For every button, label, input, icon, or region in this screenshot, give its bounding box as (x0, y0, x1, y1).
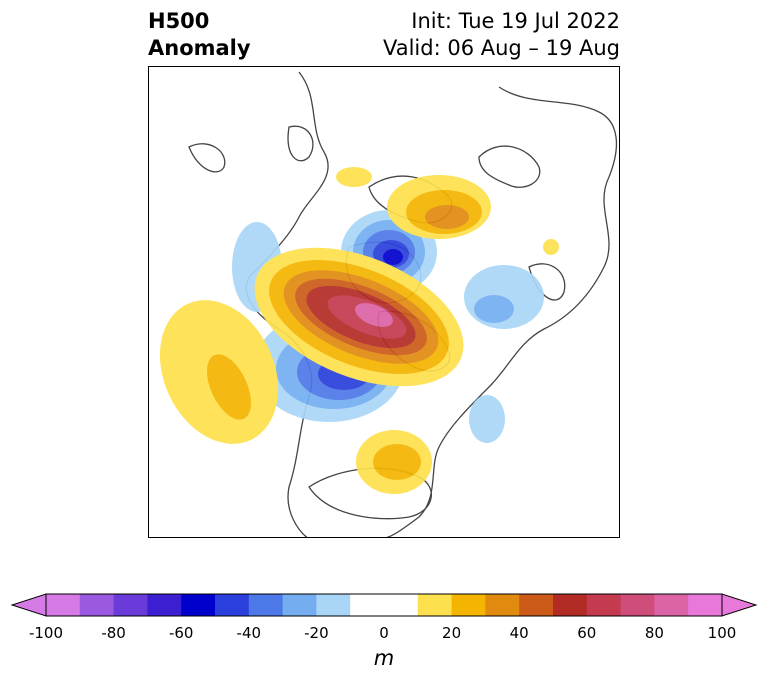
colorbar-outline (45, 593, 723, 617)
colorbar-bin (688, 594, 723, 616)
colorbar-bin (485, 594, 520, 616)
colorbar-tick-label: 60 (577, 624, 597, 642)
positive-anomaly (373, 444, 421, 480)
positive-anomaly (206, 354, 252, 420)
positive-anomaly (336, 167, 372, 187)
colorbar-tick-label: -40 (236, 624, 262, 642)
colorbar-bin (46, 594, 81, 616)
anomaly-map (159, 71, 618, 537)
title-anomaly: Anomaly (148, 36, 251, 60)
colorbar-bin (553, 594, 588, 616)
colorbar-bin (147, 594, 182, 616)
colorbar-tick-label: 100 (707, 624, 737, 642)
colorbar-tick-label: -100 (28, 624, 64, 642)
colorbar-bin (248, 594, 284, 616)
colorbar-extend-max (721, 593, 758, 617)
colorbar-tick-label: -60 (168, 624, 194, 642)
colorbar-tick-label: 0 (379, 624, 389, 642)
negative-anomaly (474, 295, 514, 323)
colorbar-tick-label: 80 (644, 624, 664, 642)
colorbar-bin (316, 594, 351, 616)
colorbar-tick-label: -80 (101, 624, 126, 642)
colorbar-bin (181, 594, 216, 616)
colorbar-tick-label: -20 (304, 624, 329, 642)
negative-anomaly (469, 395, 505, 443)
colorbar-bin (282, 594, 317, 616)
title-variable: H500 (148, 9, 210, 33)
colorbar (10, 593, 758, 617)
positive-anomaly (425, 205, 469, 229)
colorbar-bin (451, 594, 486, 616)
negative-anomaly (383, 249, 403, 265)
colorbar-bin (215, 594, 250, 616)
colorbar-bin (113, 594, 148, 616)
title-right: Init: Tue 19 Jul 2022 Valid: 06 Aug – 19… (383, 8, 620, 62)
colorbar-bin (586, 594, 622, 616)
colorbar-bin (79, 594, 115, 616)
colorbar-bin (350, 594, 385, 616)
valid-range: Valid: 06 Aug – 19 Aug (382, 36, 620, 60)
colorbar-bin (620, 594, 655, 616)
init-date: Init: Tue 19 Jul 2022 (411, 9, 620, 33)
colorbar-unit: m (373, 646, 395, 670)
colorbar-bin (384, 594, 419, 616)
positive-anomaly (543, 239, 559, 255)
colorbar-bin (519, 594, 554, 616)
colorbar-extend-min (10, 593, 47, 617)
colorbar-bin (654, 594, 689, 616)
title-left: H500 Anomaly (148, 8, 251, 62)
map-frame (148, 66, 620, 538)
anomaly-contours (159, 167, 559, 494)
colorbar-tick-label: 20 (442, 624, 462, 642)
colorbar-tick-label: 40 (509, 624, 529, 642)
colorbar-bin (417, 594, 453, 616)
positive-anomaly (355, 303, 393, 327)
